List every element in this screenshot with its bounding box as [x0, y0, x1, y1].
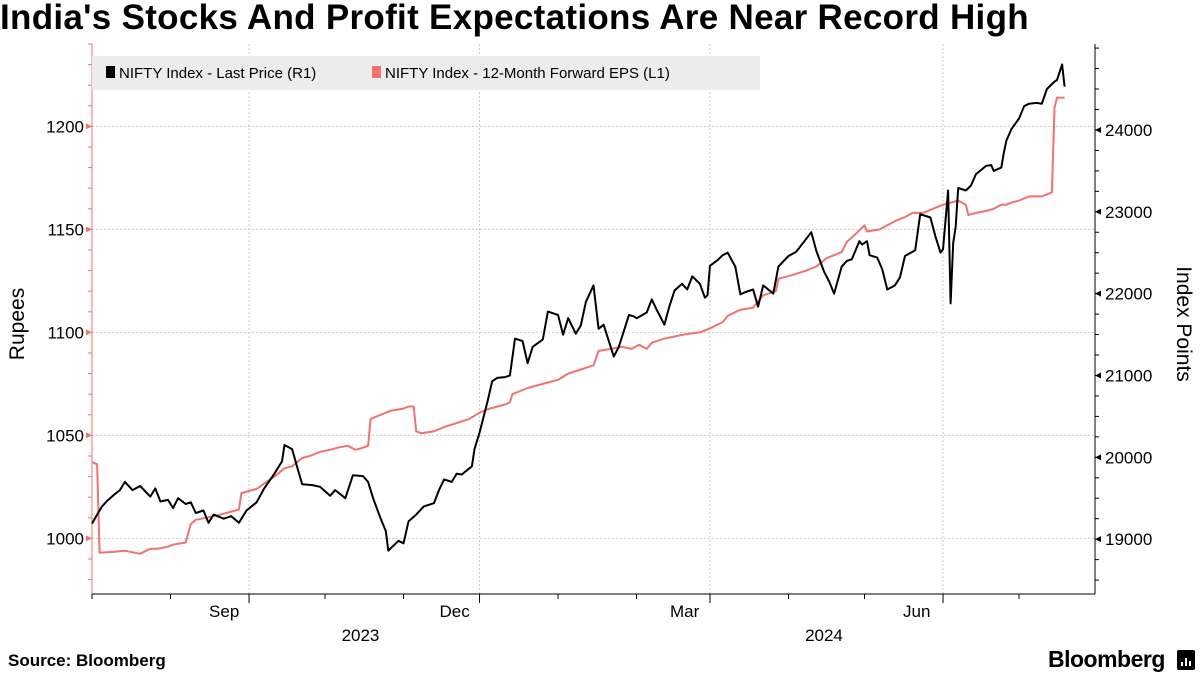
right-tick-label: 23000 — [1105, 203, 1152, 222]
right-tick-label: 19000 — [1105, 530, 1152, 549]
right-axis-tick — [1095, 126, 1101, 133]
x-tick-label: Jun — [903, 602, 930, 621]
chart-title: India's Stocks And Profit Expectations A… — [0, 0, 1029, 37]
eps-line — [91, 96, 1065, 555]
right-tick-label: 22000 — [1105, 285, 1152, 304]
left-tick-label: 1050 — [46, 426, 84, 445]
left-tick-label: 1000 — [46, 529, 84, 548]
right-axis-tick — [1095, 454, 1101, 461]
series-lines — [91, 63, 1066, 555]
right-tick-label: 21000 — [1105, 366, 1152, 385]
right-axis-tick — [1095, 290, 1101, 297]
left-axis-title: Rupees — [6, 288, 29, 360]
right-tick-label: 24000 — [1105, 121, 1152, 140]
x-tick-label: Sep — [209, 602, 239, 621]
legend-label-eps: NIFTY Index - 12-Month Forward EPS (L1) — [385, 65, 670, 82]
legend-swatch-eps — [372, 66, 381, 78]
left-axis-tick — [86, 226, 92, 233]
left-axis-tick — [86, 535, 92, 542]
x-tick-label: Mar — [670, 602, 700, 621]
source-note: Source: Bloomberg — [8, 651, 166, 670]
left-axis-tick — [86, 123, 92, 130]
bloomberg-chart-icon — [1177, 650, 1195, 670]
legend-label-price: NIFTY Index - Last Price (R1) — [119, 65, 316, 82]
left-tick-label: 1150 — [47, 220, 84, 239]
x-year-label: 2024 — [805, 626, 843, 645]
left-tick-label: 1100 — [47, 323, 84, 342]
left-tick-label: 1200 — [46, 117, 84, 136]
x-year-label: 2023 — [342, 626, 380, 645]
bloomberg-logo: Bloomberg — [1048, 646, 1165, 672]
axes: 1000 1050 1100 1150 1200 19000 20000 21000 22000… — [46, 43, 1152, 645]
right-axis-tick — [1095, 208, 1101, 215]
right-axis-tick — [1095, 536, 1101, 543]
legend-swatch-price — [106, 66, 115, 78]
price-line — [91, 63, 1066, 552]
x-tick-label: Dec — [440, 602, 471, 621]
legend-background — [92, 56, 760, 90]
grid — [92, 44, 1095, 594]
left-axis-tick — [86, 329, 92, 336]
right-tick-label: 20000 — [1105, 448, 1152, 467]
left-axis-tick — [86, 432, 92, 439]
right-axis-title: Index Points — [1172, 266, 1195, 382]
legend: NIFTY Index - Last Price (R1) NIFTY Inde… — [92, 56, 760, 90]
right-axis-tick — [1095, 372, 1101, 379]
